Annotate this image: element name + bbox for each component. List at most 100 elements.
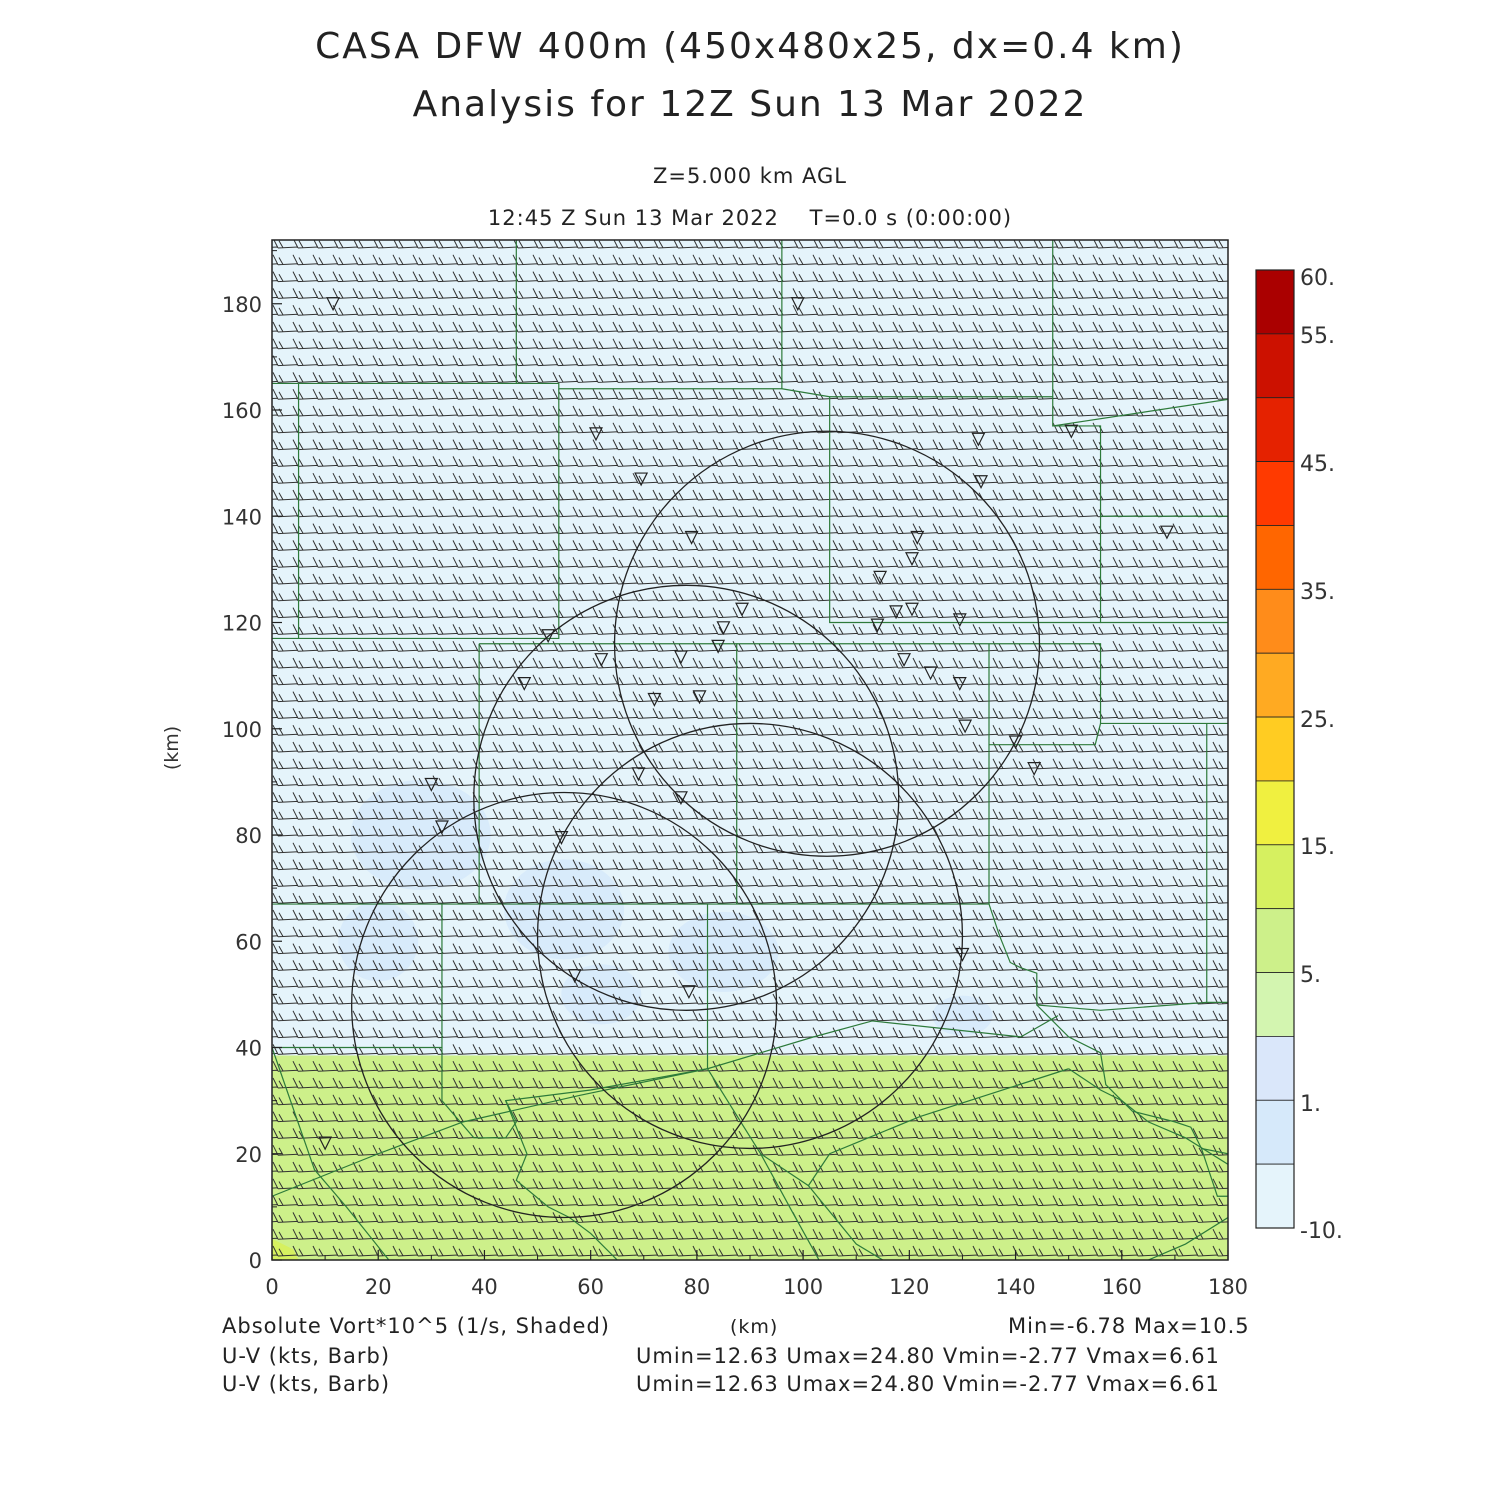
x-tick-label: 80 xyxy=(684,1275,711,1299)
station-marker xyxy=(541,629,556,644)
footer-x-unit: (km) xyxy=(730,1316,779,1338)
station-marker xyxy=(952,676,967,691)
station-marker xyxy=(692,690,707,705)
station-marker xyxy=(594,653,609,668)
x-tick-label: 100 xyxy=(783,1275,823,1299)
low-vorticity-area xyxy=(504,859,625,960)
station-marker xyxy=(790,297,805,312)
county-line xyxy=(1052,396,1228,427)
x-tick-label: 140 xyxy=(996,1275,1036,1299)
county-line xyxy=(807,1185,884,1260)
station-marker xyxy=(434,820,449,835)
station-marker xyxy=(716,621,731,636)
station-marker xyxy=(684,530,699,545)
county-line xyxy=(1036,1004,1228,1155)
county-line xyxy=(1148,1216,1228,1260)
footer-field3-range: Umin=12.63 Umax=24.80 Vmin=-2.77 Vmax=6.… xyxy=(636,1372,1220,1396)
station-marker xyxy=(897,653,911,668)
station-marker xyxy=(1027,761,1042,776)
wind-barb-field xyxy=(272,240,1228,1257)
map-title: CASA DFW 400m (450x480x25, dx=0.4 km) xyxy=(315,26,1185,67)
y-tick-label: 140 xyxy=(222,505,262,529)
corner-max xyxy=(272,1238,299,1260)
station-marker xyxy=(974,475,989,490)
colorbar-frame xyxy=(1255,269,1295,1229)
footer-field1-range: Min=-6.78 Max=10.5 xyxy=(1008,1314,1250,1338)
county-line xyxy=(297,383,560,640)
positive-vorticity-band xyxy=(272,1055,1228,1260)
colorbar-swatch xyxy=(1255,333,1295,399)
station-marker xyxy=(631,767,646,782)
y-axis-label: (km) xyxy=(161,726,183,770)
colorbar-swatch xyxy=(1255,780,1295,846)
map-subtitle: Analysis for 12Z Sun 13 Mar 2022 xyxy=(412,84,1088,125)
x-tick-label: 180 xyxy=(1208,1275,1248,1299)
colorbar-label: 25. xyxy=(1300,708,1335,733)
y-tick-label: 180 xyxy=(222,293,262,317)
county-boundaries xyxy=(272,240,1228,1260)
colorbar-swatch xyxy=(1255,588,1295,654)
time-label: 12:45 Z Sun 13 Mar 2022 T=0.0 s (0:00:00… xyxy=(0,206,1500,230)
station-marker xyxy=(318,1136,333,1151)
axes: 0 20 40 60 80 100 120 140 160 180 0 20 40 60 80 100 120 1… xyxy=(161,250,1248,1299)
colorbar-label: 5. xyxy=(1300,963,1321,988)
colorbar-label: 55. xyxy=(1300,324,1335,349)
station-marker xyxy=(923,666,938,681)
county-line xyxy=(736,643,1228,725)
y-tick-label: 0 xyxy=(249,1249,262,1273)
colorbar-swatch xyxy=(1255,716,1295,782)
level-label: Z=5.000 km AGL xyxy=(652,164,848,188)
station-marker xyxy=(1159,525,1174,540)
station-marker xyxy=(681,985,696,1000)
colorbar-label: 60. xyxy=(1300,266,1335,291)
county-line xyxy=(989,723,1102,746)
colorbar: 60. 55. 45. 35. 25. 15. 5. 1. -10. xyxy=(1255,266,1343,1244)
colorbar-swatch xyxy=(1255,652,1295,718)
station-marker xyxy=(647,692,662,707)
x-tick-label: 160 xyxy=(1102,1275,1142,1299)
colorbar-swatch xyxy=(1255,397,1295,463)
station-marker xyxy=(955,947,970,962)
station-marker xyxy=(910,530,925,545)
x-tick-label: 0 xyxy=(265,1275,278,1299)
station-marker xyxy=(971,432,986,447)
footer-field2-range: Umin=12.63 Umax=24.80 Vmin=-2.77 Vmax=6.… xyxy=(636,1344,1220,1368)
colorbar-swatch xyxy=(1255,1036,1295,1101)
station-marker xyxy=(870,618,885,633)
station-marker xyxy=(889,605,904,620)
time-offset: T=0.0 s (0:00:00) xyxy=(809,206,1013,230)
colorbar-label: -10. xyxy=(1300,1219,1343,1244)
station-markers xyxy=(318,297,1174,1151)
colorbar-swatch xyxy=(1255,908,1295,973)
county-line xyxy=(829,396,1102,624)
x-tick-label: 20 xyxy=(365,1275,392,1299)
footer-field3: U-V (kts, Barb) xyxy=(222,1372,391,1396)
low-vorticity-area xyxy=(561,964,642,1025)
station-marker xyxy=(326,297,341,312)
low-vorticity-area xyxy=(338,901,419,982)
footer-field1: Absolute Vort*10^5 (1/s, Shaded) xyxy=(222,1314,610,1338)
county-line xyxy=(272,240,517,385)
station-marker xyxy=(567,969,582,984)
valid-time: 12:45 Z Sun 13 Mar 2022 xyxy=(487,206,779,230)
colorbar-swatch xyxy=(1255,844,1295,910)
station-marker xyxy=(673,650,688,665)
radar-range-rings xyxy=(351,430,1041,1219)
county-line xyxy=(272,1068,708,1197)
y-tick-label: 80 xyxy=(235,824,262,848)
y-tick-label: 160 xyxy=(222,399,262,423)
low-vorticity-area xyxy=(932,995,993,1036)
colorbar-label: 35. xyxy=(1300,580,1335,605)
county-line xyxy=(760,1153,820,1260)
station-marker xyxy=(634,472,649,487)
county-line xyxy=(1020,1015,1059,1038)
colorbar-label: 15. xyxy=(1300,835,1335,860)
radar-ring xyxy=(613,430,1041,857)
county-line xyxy=(479,643,738,905)
x-tick-label: 60 xyxy=(577,1275,604,1299)
x-tick-label: 40 xyxy=(471,1275,498,1299)
station-marker xyxy=(517,676,532,691)
y-tick-label: 20 xyxy=(235,1143,262,1167)
y-tick-label: 40 xyxy=(235,1037,262,1061)
